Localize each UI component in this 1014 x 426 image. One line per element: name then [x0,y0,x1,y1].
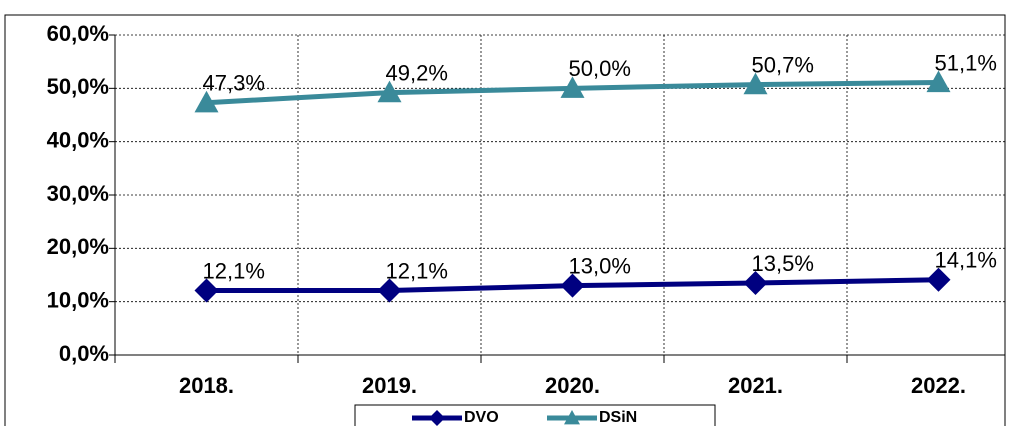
x-tick-label: 2020. [545,373,600,398]
triangle-marker [743,72,768,95]
data-label: 14,1% [935,248,997,273]
y-tick-label: 10,0% [47,287,109,312]
chart-frame [4,14,1006,426]
triangle-marker [560,76,585,98]
data-label: 12,1% [203,258,265,283]
y-tick-label: 60,0% [47,21,109,46]
data-label: 49,2% [386,60,448,85]
data-label: 50,7% [752,52,814,77]
data-label: 12,1% [386,258,448,283]
legend-label: DVO [464,409,499,426]
data-label: 51,1% [935,50,997,75]
triangle-marker [926,70,951,93]
y-tick-label: 20,0% [47,234,109,259]
data-label: 50,0% [569,56,631,81]
data-label: 13,5% [752,251,814,276]
y-tick-label: 30,0% [47,181,109,206]
triangle-marker [564,410,580,425]
diamond-marker [926,267,951,292]
legend-box [354,404,716,426]
diamond-marker [429,410,445,426]
data-label: 13,0% [569,253,631,278]
y-tick-label: 0,0% [59,341,109,366]
x-tick-label: 2021. [728,373,783,398]
triangle-marker [194,90,219,113]
diamond-marker [743,271,768,295]
legend-label: DSiN [599,409,637,426]
y-tick-label: 40,0% [47,127,109,152]
diamond-marker [377,278,402,303]
x-tick-label: 2022. [911,373,966,398]
triangle-marker [377,80,402,103]
x-tick-label: 2018. [179,373,234,398]
y-tick-label: 50,0% [47,74,109,99]
diamond-marker [194,278,219,303]
x-tick-label: 2019. [362,373,417,398]
data-label: 47,3% [203,71,265,96]
diamond-marker [560,273,585,298]
